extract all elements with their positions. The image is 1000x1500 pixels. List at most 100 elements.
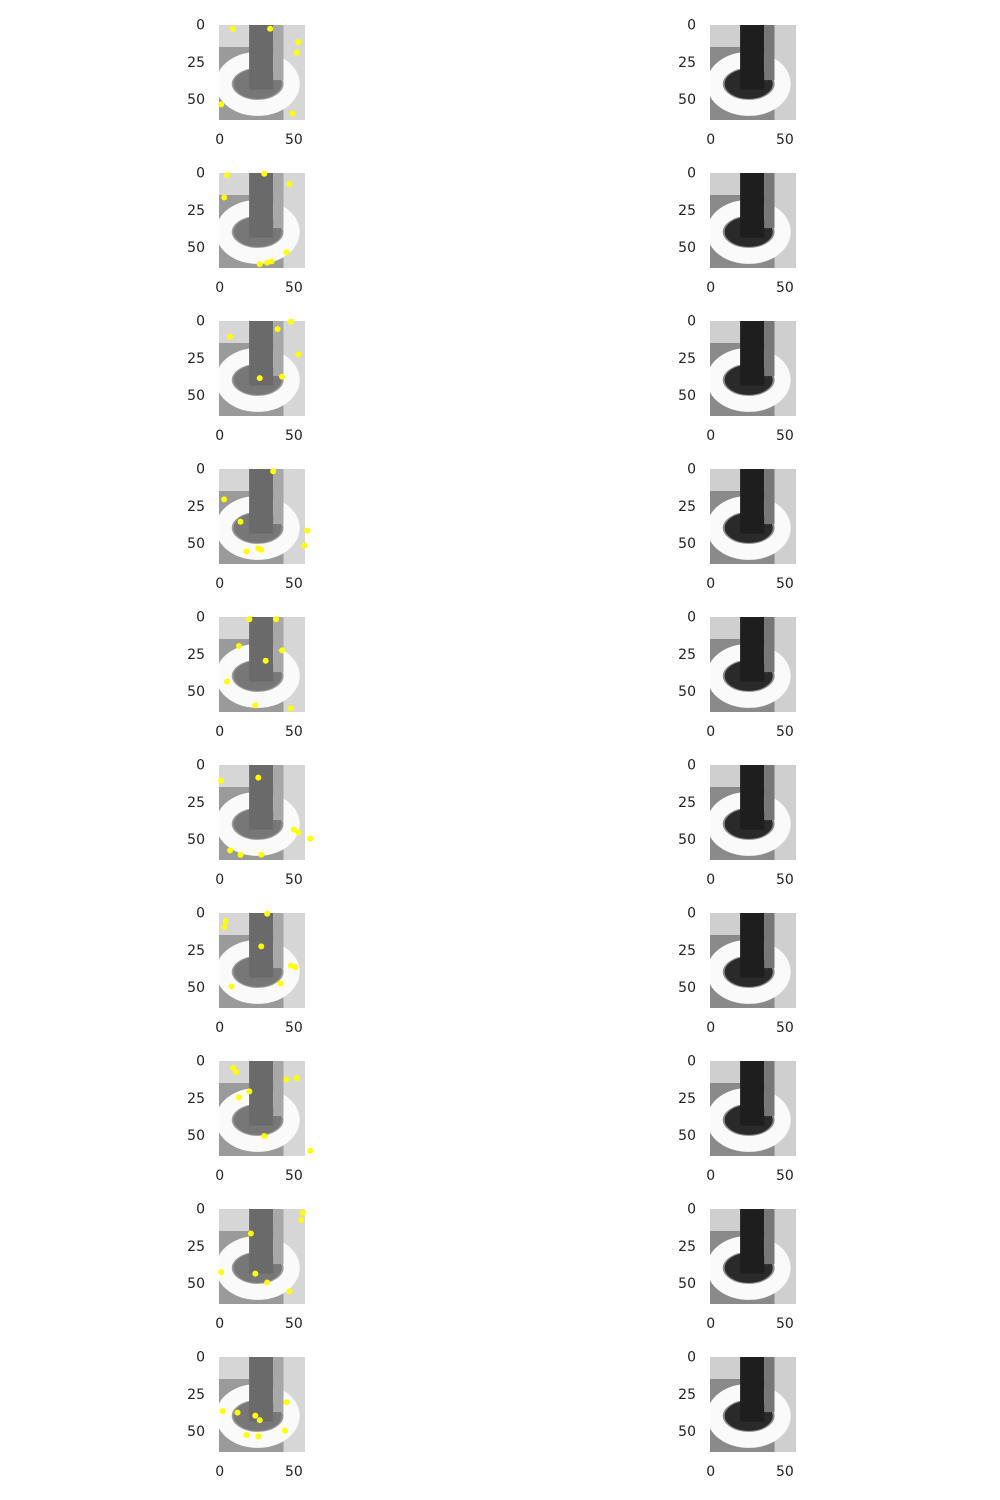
point — [221, 496, 228, 503]
pillar — [740, 617, 765, 682]
point — [295, 829, 302, 836]
y-tick-label: 50 — [678, 536, 696, 552]
y-tick-label: 0 — [196, 18, 205, 34]
point — [219, 1408, 226, 1415]
image — [710, 1209, 796, 1304]
point — [234, 1409, 241, 1416]
x-tick-label: 50 — [285, 1316, 303, 1332]
point — [236, 642, 243, 649]
y-tick-label: 50 — [678, 832, 696, 848]
pillar — [249, 469, 274, 534]
point — [236, 1094, 243, 1101]
x-tick-label: 50 — [776, 280, 794, 296]
y-tick-label: 25 — [678, 499, 696, 515]
image — [219, 765, 305, 860]
point — [270, 468, 277, 475]
y-tick-label: 0 — [196, 906, 205, 922]
subplot: 0 25 50 0 50 — [187, 906, 305, 1036]
point — [295, 351, 302, 358]
pillar-side — [273, 1357, 284, 1413]
image — [219, 1061, 305, 1156]
y-tick-label: 25 — [678, 647, 696, 663]
subplot: 0 25 50 0 50 — [187, 18, 305, 148]
pillar-side — [764, 913, 775, 969]
pillar — [249, 765, 274, 830]
y-tick-label: 50 — [187, 536, 205, 552]
image — [219, 1357, 305, 1452]
point — [281, 1427, 288, 1434]
subplot: 0 25 50 0 50 — [187, 166, 305, 296]
point — [258, 943, 265, 950]
y-tick-label: 0 — [687, 906, 696, 922]
point — [224, 678, 231, 685]
x-tick-label: 0 — [706, 132, 715, 148]
point — [273, 616, 280, 623]
pillar-side — [764, 1061, 775, 1117]
x-tick-label: 50 — [285, 576, 303, 592]
pillar — [740, 1357, 765, 1422]
y-tick-label: 0 — [687, 1202, 696, 1218]
point — [304, 527, 311, 534]
image — [710, 1061, 796, 1156]
y-tick-label: 0 — [196, 1054, 205, 1070]
point — [286, 181, 293, 188]
point — [258, 546, 265, 553]
y-tick-label: 25 — [187, 647, 205, 663]
y-tick-label: 50 — [678, 240, 696, 256]
pillar — [249, 25, 274, 90]
pillar — [740, 469, 765, 534]
pillar — [740, 1209, 765, 1274]
y-tick-label: 0 — [196, 166, 205, 182]
point — [247, 1230, 254, 1237]
image — [710, 469, 796, 564]
y-tick-label: 25 — [187, 203, 205, 219]
y-tick-label: 50 — [187, 1128, 205, 1144]
x-tick-label: 0 — [706, 1168, 715, 1184]
point — [252, 1270, 259, 1277]
x-tick-label: 50 — [776, 1464, 794, 1480]
y-tick-label: 25 — [678, 1239, 696, 1255]
pillar — [740, 1061, 765, 1126]
image — [219, 617, 305, 712]
point — [279, 373, 286, 380]
y-tick-label: 25 — [187, 351, 205, 367]
x-tick-label: 0 — [706, 576, 715, 592]
x-tick-label: 0 — [706, 1316, 715, 1332]
pillar-side — [273, 1061, 284, 1117]
pillar — [249, 1209, 274, 1274]
subplot: 0 25 50 0 50 — [187, 758, 314, 888]
x-tick-label: 0 — [215, 280, 224, 296]
point — [237, 851, 244, 858]
subplot: 0 25 50 0 50 — [187, 1054, 314, 1184]
x-tick-label: 50 — [285, 1020, 303, 1036]
subplot: 0 25 50 0 50 — [678, 610, 796, 740]
subplot: 0 25 50 0 50 — [678, 18, 796, 148]
point — [277, 980, 284, 987]
pillar-side — [273, 25, 284, 81]
x-tick-label: 0 — [215, 576, 224, 592]
y-tick-label: 25 — [187, 1387, 205, 1403]
image — [710, 321, 796, 416]
subplot: 0 25 50 0 50 — [678, 314, 796, 444]
y-tick-label: 0 — [687, 18, 696, 34]
x-tick-label: 0 — [215, 724, 224, 740]
subplot: 0 25 50 0 50 — [187, 314, 305, 444]
pillar-side — [764, 321, 775, 377]
pillar — [740, 913, 765, 978]
y-tick-label: 50 — [187, 684, 205, 700]
image — [219, 469, 305, 564]
subplot: 0 25 50 0 50 — [678, 1202, 796, 1332]
y-tick-label: 50 — [678, 1424, 696, 1440]
y-tick-label: 50 — [187, 1424, 205, 1440]
point — [287, 318, 294, 325]
y-tick-label: 0 — [196, 610, 205, 626]
x-tick-label: 0 — [215, 428, 224, 444]
x-tick-label: 50 — [285, 132, 303, 148]
point — [283, 1399, 290, 1406]
point — [290, 826, 297, 833]
point — [218, 777, 225, 784]
subplot: 0 25 50 0 50 — [187, 462, 311, 592]
y-tick-label: 0 — [687, 1054, 696, 1070]
x-tick-label: 0 — [706, 872, 715, 888]
x-tick-label: 50 — [285, 428, 303, 444]
